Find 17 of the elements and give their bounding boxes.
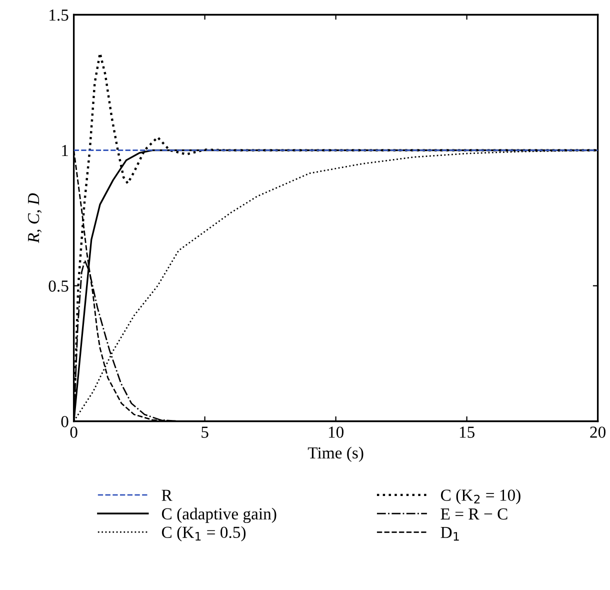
legend-label: R <box>162 490 172 501</box>
x-axis-title: Time (s) <box>308 446 364 462</box>
legend-label: C (adaptive gain) <box>162 508 276 523</box>
y-tick-label: 0 <box>61 416 68 428</box>
y-tick-label: 1 <box>62 145 68 156</box>
x-tick-label: 15 <box>460 426 474 438</box>
legend-label: D$_{1}$ <box>440 526 459 541</box>
y-tick-label: 0.5 <box>48 280 68 292</box>
y-axis-title: R, C, D <box>28 193 42 244</box>
x-tick-label: 20 <box>590 426 606 438</box>
x-tick-label: 5 <box>202 426 208 438</box>
x-tick-label: 10 <box>328 426 344 438</box>
legend-label: C (K$_{1}$ = 0.5) <box>162 526 246 542</box>
legend-label: C (K$_{2}$ = 10) <box>440 489 520 504</box>
x-tick-label: 0 <box>70 426 78 438</box>
y-tick-label: 1.5 <box>50 10 68 21</box>
legend-label: E = R − C <box>440 508 508 520</box>
